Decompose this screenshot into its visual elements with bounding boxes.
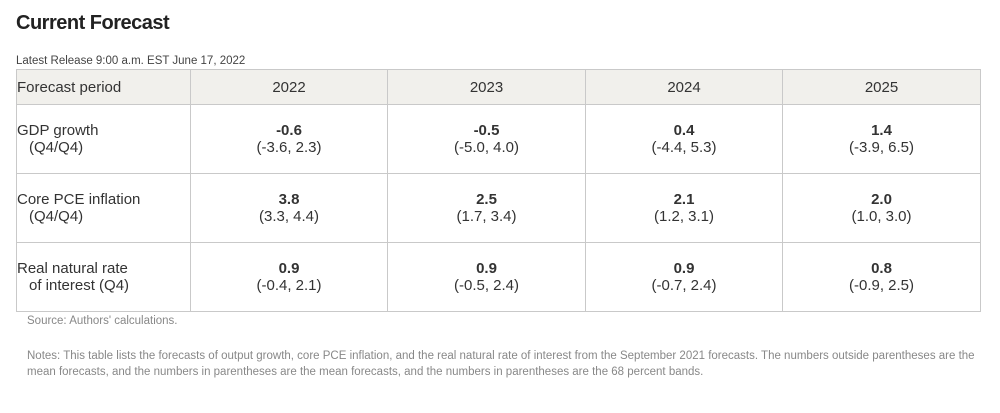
percent-band: (-3.6, 2.3) [256, 139, 322, 156]
percent-band: (-3.9, 6.5) [848, 139, 915, 156]
percent-band: (1.0, 3.0) [851, 208, 912, 225]
column-header-year: 2024 [585, 69, 783, 105]
table-cell: 2.5 (1.7, 3.4) [387, 173, 586, 243]
table-header-row: Forecast period 2022 2023 2024 2025 [16, 69, 981, 105]
table-cell: -0.5 (-5.0, 4.0) [387, 104, 586, 174]
percent-band: (-0.9, 2.5) [848, 277, 915, 294]
table-row-real-natural-rate: Real natural rate of interest (Q4) 0.9 (… [16, 242, 981, 312]
table-cell: 0.9 (-0.4, 2.1) [190, 242, 388, 312]
column-header-year: 2023 [387, 69, 586, 105]
row-label-line1: Real natural rate [17, 260, 128, 277]
forecast-table: Forecast period 2022 2023 2024 2025 GDP … [16, 69, 981, 312]
mean-forecast: 2.5 [476, 191, 497, 208]
row-label-line1: GDP growth [17, 122, 99, 139]
mean-forecast: -0.6 [276, 122, 302, 139]
percent-band: (1.2, 3.1) [653, 208, 715, 225]
percent-band: (-4.4, 5.3) [651, 139, 717, 156]
mean-forecast: 0.9 [673, 260, 695, 277]
table-row-gdp-growth: GDP growth (Q4/Q4) -0.6 (-3.6, 2.3) -0.5… [16, 104, 981, 174]
column-header-period: Forecast period [16, 69, 191, 105]
table-cell: -0.6 (-3.6, 2.3) [190, 104, 388, 174]
mean-forecast: 0.9 [278, 260, 300, 277]
percent-band: (-0.7, 2.4) [651, 277, 717, 294]
mean-forecast: 3.8 [278, 191, 300, 208]
column-header-year: 2022 [190, 69, 388, 105]
source-note: Source: Authors' calculations. [27, 315, 178, 327]
percent-band: (-0.5, 2.4) [453, 277, 520, 294]
mean-forecast: 1.4 [871, 122, 892, 139]
table-cell: 2.0 (1.0, 3.0) [782, 173, 981, 243]
row-label-line2: (Q4/Q4) [29, 208, 84, 225]
percent-band: (-0.4, 2.1) [256, 277, 322, 294]
table-cell: 0.8 (-0.9, 2.5) [782, 242, 981, 312]
table-cell: 0.9 (-0.5, 2.4) [387, 242, 586, 312]
row-label: GDP growth (Q4/Q4) [16, 104, 191, 174]
page-title: Current Forecast [16, 12, 170, 34]
table-cell: 0.4 (-4.4, 5.3) [585, 104, 783, 174]
percent-band: (3.3, 4.4) [258, 208, 320, 225]
mean-forecast: 0.8 [871, 260, 892, 277]
table-cell: 3.8 (3.3, 4.4) [190, 173, 388, 243]
mean-forecast: 2.1 [673, 191, 695, 208]
row-label-line2: of interest (Q4) [29, 277, 130, 294]
column-header-year: 2025 [782, 69, 981, 105]
row-label-line2: (Q4/Q4) [29, 139, 84, 156]
table-row-core-pce-inflation: Core PCE inflation (Q4/Q4) 3.8 (3.3, 4.4… [16, 173, 981, 243]
notes-text: Notes: This table lists the forecasts of… [27, 350, 975, 378]
row-label: Core PCE inflation (Q4/Q4) [16, 173, 191, 243]
table-cell: 0.9 (-0.7, 2.4) [585, 242, 783, 312]
table-cell: 1.4 (-3.9, 6.5) [782, 104, 981, 174]
percent-band: (1.7, 3.4) [456, 208, 517, 225]
row-label: Real natural rate of interest (Q4) [16, 242, 191, 312]
mean-forecast: 0.9 [476, 260, 497, 277]
table-cell: 2.1 (1.2, 3.1) [585, 173, 783, 243]
release-timestamp: Latest Release 9:00 a.m. EST June 17, 20… [16, 55, 246, 67]
row-label-line1: Core PCE inflation [17, 191, 141, 208]
percent-band: (-5.0, 4.0) [453, 139, 520, 156]
mean-forecast: 0.4 [673, 122, 695, 139]
mean-forecast: 2.0 [871, 191, 892, 208]
mean-forecast: -0.5 [473, 122, 500, 139]
